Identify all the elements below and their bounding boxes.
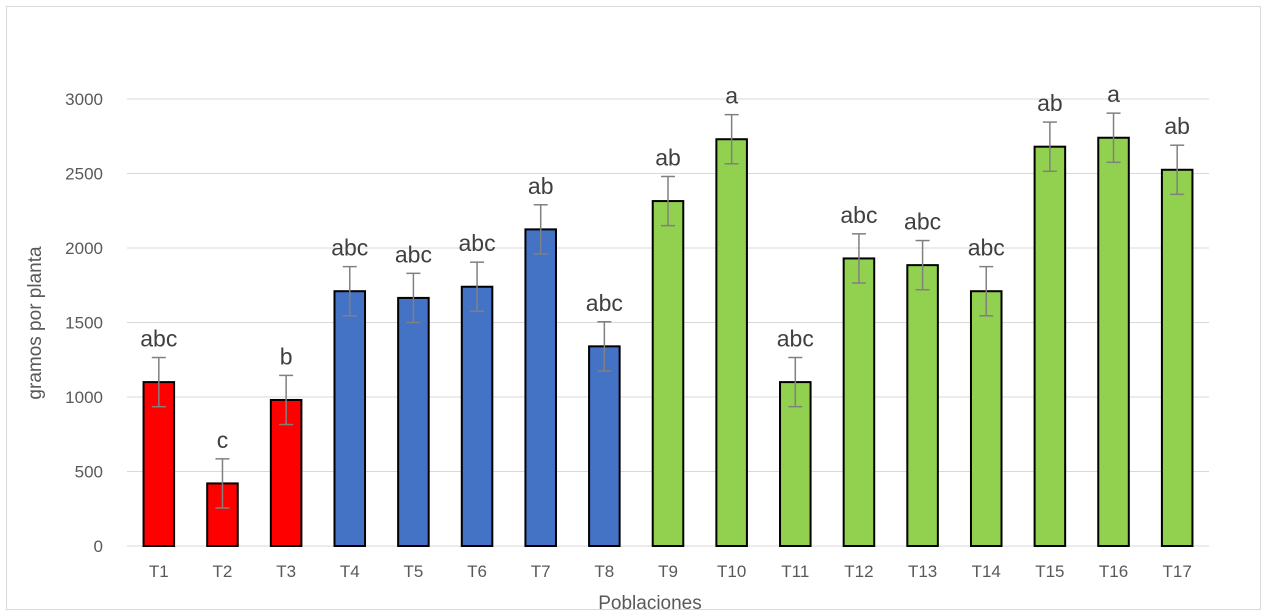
x-tick-label: T9 (658, 562, 678, 581)
x-tick-label: T16 (1099, 562, 1128, 581)
bar-T5 (397, 296, 430, 548)
significance-label-T10: a (725, 83, 738, 109)
significance-label-T13: abc (904, 209, 941, 235)
x-tick-label: T14 (972, 562, 1001, 581)
bar-T17 (1160, 168, 1194, 547)
x-tick-label: T10 (717, 562, 746, 581)
bar-T4 (333, 290, 367, 547)
bar-T11 (779, 381, 812, 547)
significance-label-T9: ab (655, 144, 681, 170)
significance-label-T11: abc (777, 326, 814, 352)
bar-T10 (715, 138, 748, 547)
y-tick-label: 500 (75, 463, 103, 482)
bar-T9 (651, 200, 685, 547)
y-tick-label: 0 (94, 537, 103, 556)
bars (142, 136, 1194, 548)
x-tick-label: T12 (844, 562, 873, 581)
y-tick-labels: 0 500 1000 1500 2000 2500 3000 (65, 90, 103, 556)
significance-label-T16: a (1107, 81, 1120, 107)
x-tick-label: T6 (467, 562, 487, 581)
bar-T6 (460, 285, 494, 547)
bar-T7 (524, 228, 557, 547)
y-tick-label: 3000 (65, 90, 103, 109)
bar-T1 (142, 381, 176, 547)
y-tick-label: 1500 (65, 314, 103, 333)
x-tick-label: T8 (594, 562, 614, 581)
significance-label-T8: abc (586, 290, 623, 316)
bar-T14 (969, 290, 1003, 547)
x-tick-label: T3 (276, 562, 296, 581)
significance-label-T4: abc (331, 235, 368, 261)
significance-label-T17: ab (1164, 113, 1190, 139)
significance-labels: abc c b abc abc abc ab abc ab a abc abc abc abc ab a ab (140, 81, 1190, 453)
x-tick-label: T2 (213, 562, 233, 581)
x-tick-label: T17 (1163, 562, 1192, 581)
x-tick-label: T5 (403, 562, 423, 581)
x-tick-label: T1 (149, 562, 169, 581)
y-tick-label: 1000 (65, 388, 103, 407)
bar-T16 (1097, 136, 1130, 548)
x-tick-label: T15 (1035, 562, 1064, 581)
significance-label-T15: ab (1037, 90, 1063, 116)
bar-T8 (588, 345, 621, 547)
y-tick-label: 2000 (65, 239, 103, 258)
x-axis-title: Poblaciones (598, 593, 702, 614)
significance-label-T14: abc (968, 235, 1005, 261)
y-axis-title: gramos por planta (25, 246, 46, 400)
error-bars (151, 112, 1185, 509)
x-tick-labels: T1 T2 T3 T4 T5 T6 T7 T8 T9 T10 T11 T12 T13 T14 T15 T16 T… (149, 562, 1192, 581)
x-tick-label: T7 (531, 562, 551, 581)
x-tick-label: T4 (340, 562, 360, 581)
significance-label-T6: abc (459, 230, 496, 256)
bar-T13 (906, 264, 939, 547)
significance-label-T5: abc (395, 241, 432, 267)
significance-label-T2: c (217, 427, 229, 453)
y-tick-label: 2500 (65, 165, 103, 184)
significance-label-T1: abc (140, 326, 177, 352)
bar-T12 (842, 257, 876, 547)
bar-T15 (1033, 145, 1067, 547)
significance-label-T3: b (280, 343, 293, 369)
significance-label-T12: abc (840, 202, 877, 228)
x-tick-label: T13 (908, 562, 937, 581)
significance-label-T7: ab (528, 173, 554, 199)
x-tick-label: T11 (781, 562, 809, 581)
